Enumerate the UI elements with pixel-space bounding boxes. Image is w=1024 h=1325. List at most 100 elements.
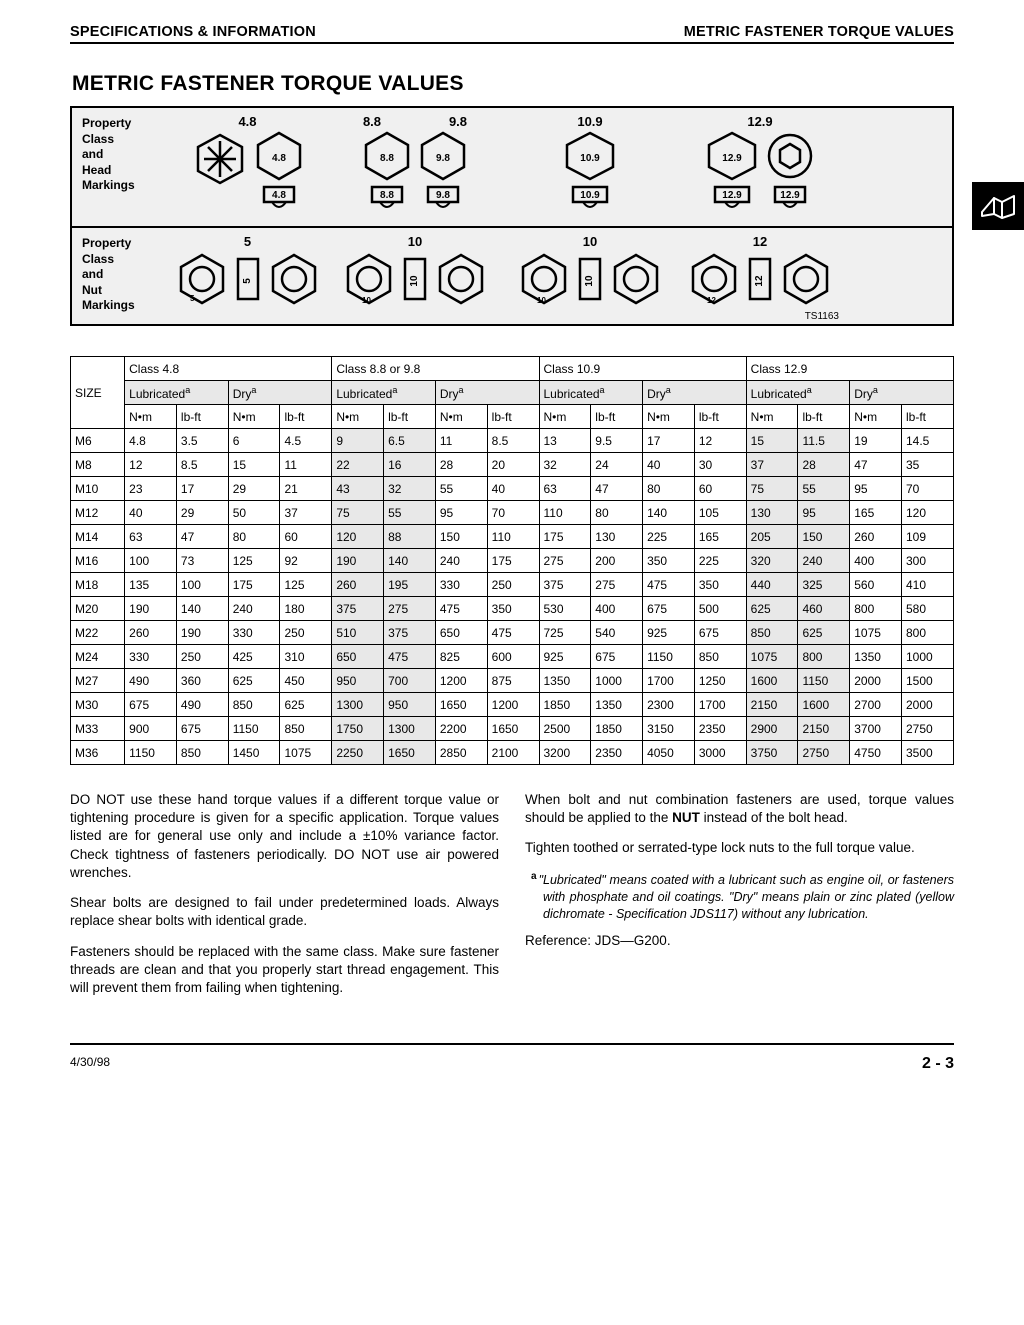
svg-text:8.8: 8.8 — [380, 190, 394, 201]
torque-cell: 175 — [487, 549, 539, 573]
svg-text:4.8: 4.8 — [272, 153, 286, 164]
torque-cell: 240 — [798, 549, 850, 573]
nut-class-label: 12 — [679, 234, 841, 249]
torque-cell: 650 — [435, 621, 487, 645]
torque-cell: 3.5 — [176, 429, 228, 453]
torque-cell: 9 — [332, 429, 384, 453]
torque-cell: 20 — [487, 453, 539, 477]
unit-header: N•m — [332, 405, 384, 429]
torque-cell: 55 — [384, 501, 436, 525]
nut-class-label: 10 — [509, 234, 671, 249]
torque-cell: 92 — [280, 549, 332, 573]
size-cell: M30 — [71, 693, 125, 717]
unit-header: N•m — [228, 405, 280, 429]
torque-cell: 16 — [384, 453, 436, 477]
torque-cell: 1150 — [798, 669, 850, 693]
table-row: M64.83.564.596.5118.5139.517121511.51914… — [71, 429, 954, 453]
svg-text:12.9: 12.9 — [722, 153, 742, 164]
torque-cell: 725 — [539, 621, 591, 645]
cond-header: Lubricateda — [539, 381, 643, 405]
torque-cell: 1650 — [384, 741, 436, 765]
torque-cell: 180 — [280, 597, 332, 621]
torque-cell: 3500 — [902, 741, 954, 765]
torque-cell: 425 — [228, 645, 280, 669]
torque-cell: 800 — [850, 597, 902, 621]
torque-cell: 925 — [643, 621, 695, 645]
torque-cell: 275 — [539, 549, 591, 573]
torque-cell: 140 — [643, 501, 695, 525]
size-cell: M20 — [71, 597, 125, 621]
torque-cell: 1075 — [280, 741, 332, 765]
torque-table: SIZEClass 4.8Class 8.8 or 9.8Class 10.9C… — [70, 356, 954, 765]
torque-cell: 700 — [384, 669, 436, 693]
torque-cell: 23 — [125, 477, 177, 501]
class-header: Class 4.8 — [125, 357, 332, 381]
torque-cell: 800 — [798, 645, 850, 669]
head-class-label: 8.8 — [363, 114, 381, 129]
torque-cell: 110 — [539, 501, 591, 525]
torque-cell: 75 — [332, 501, 384, 525]
torque-cell: 2900 — [746, 717, 798, 741]
torque-cell: 540 — [591, 621, 643, 645]
torque-cell: 63 — [125, 525, 177, 549]
torque-cell: 350 — [694, 573, 746, 597]
torque-cell: 140 — [176, 597, 228, 621]
torque-cell: 3000 — [694, 741, 746, 765]
size-cell: M6 — [71, 429, 125, 453]
torque-cell: 675 — [591, 645, 643, 669]
nut-marking-5-icon: 5 5 — [174, 251, 321, 307]
torque-cell: 125 — [280, 573, 332, 597]
nut-markings-label: Property Class and Nut Markings — [72, 228, 170, 324]
torque-cell: 400 — [591, 597, 643, 621]
torque-cell: 560 — [850, 573, 902, 597]
torque-cell: 275 — [591, 573, 643, 597]
torque-cell: 2150 — [798, 717, 850, 741]
torque-cell: 29 — [228, 477, 280, 501]
torque-cell: 850 — [176, 741, 228, 765]
torque-cell: 475 — [435, 597, 487, 621]
torque-cell: 150 — [435, 525, 487, 549]
torque-cell: 205 — [746, 525, 798, 549]
torque-cell: 13 — [539, 429, 591, 453]
svg-text:10: 10 — [537, 296, 546, 305]
torque-cell: 2700 — [850, 693, 902, 717]
body-para: When bolt and nut combination fasteners … — [525, 791, 954, 827]
torque-cell: 12 — [694, 429, 746, 453]
torque-cell: 1200 — [487, 693, 539, 717]
torque-cell: 950 — [384, 693, 436, 717]
torque-cell: 825 — [435, 645, 487, 669]
torque-cell: 675 — [176, 717, 228, 741]
size-cell: M24 — [71, 645, 125, 669]
size-cell: M14 — [71, 525, 125, 549]
torque-cell: 1700 — [694, 693, 746, 717]
torque-cell: 28 — [798, 453, 850, 477]
torque-cell: 800 — [902, 621, 954, 645]
head-class-label: 12.9 — [679, 114, 841, 129]
size-cell: M22 — [71, 621, 125, 645]
cond-header: Drya — [435, 381, 539, 405]
size-cell: M16 — [71, 549, 125, 573]
table-row: M8128.51511221628203224403037284735 — [71, 453, 954, 477]
torque-cell: 330 — [435, 573, 487, 597]
torque-cell: 105 — [694, 501, 746, 525]
torque-cell: 15 — [228, 453, 280, 477]
torque-cell: 950 — [332, 669, 384, 693]
torque-cell: 350 — [643, 549, 695, 573]
torque-cell: 240 — [228, 597, 280, 621]
head-marking-10-9-icon: 10.9 10.9 — [509, 131, 671, 215]
torque-cell: 1750 — [332, 717, 384, 741]
torque-cell: 47 — [591, 477, 643, 501]
torque-cell: 2100 — [487, 741, 539, 765]
unit-header: N•m — [643, 405, 695, 429]
torque-cell: 190 — [332, 549, 384, 573]
torque-cell: 330 — [125, 645, 177, 669]
torque-cell: 125 — [228, 549, 280, 573]
svg-text:5: 5 — [190, 294, 195, 303]
torque-cell: 1150 — [125, 741, 177, 765]
torque-cell: 2750 — [798, 741, 850, 765]
torque-cell: 50 — [228, 501, 280, 525]
torque-cell: 47 — [850, 453, 902, 477]
unit-header: N•m — [125, 405, 177, 429]
head-class-label: 9.8 — [449, 114, 467, 129]
torque-cell: 325 — [798, 573, 850, 597]
